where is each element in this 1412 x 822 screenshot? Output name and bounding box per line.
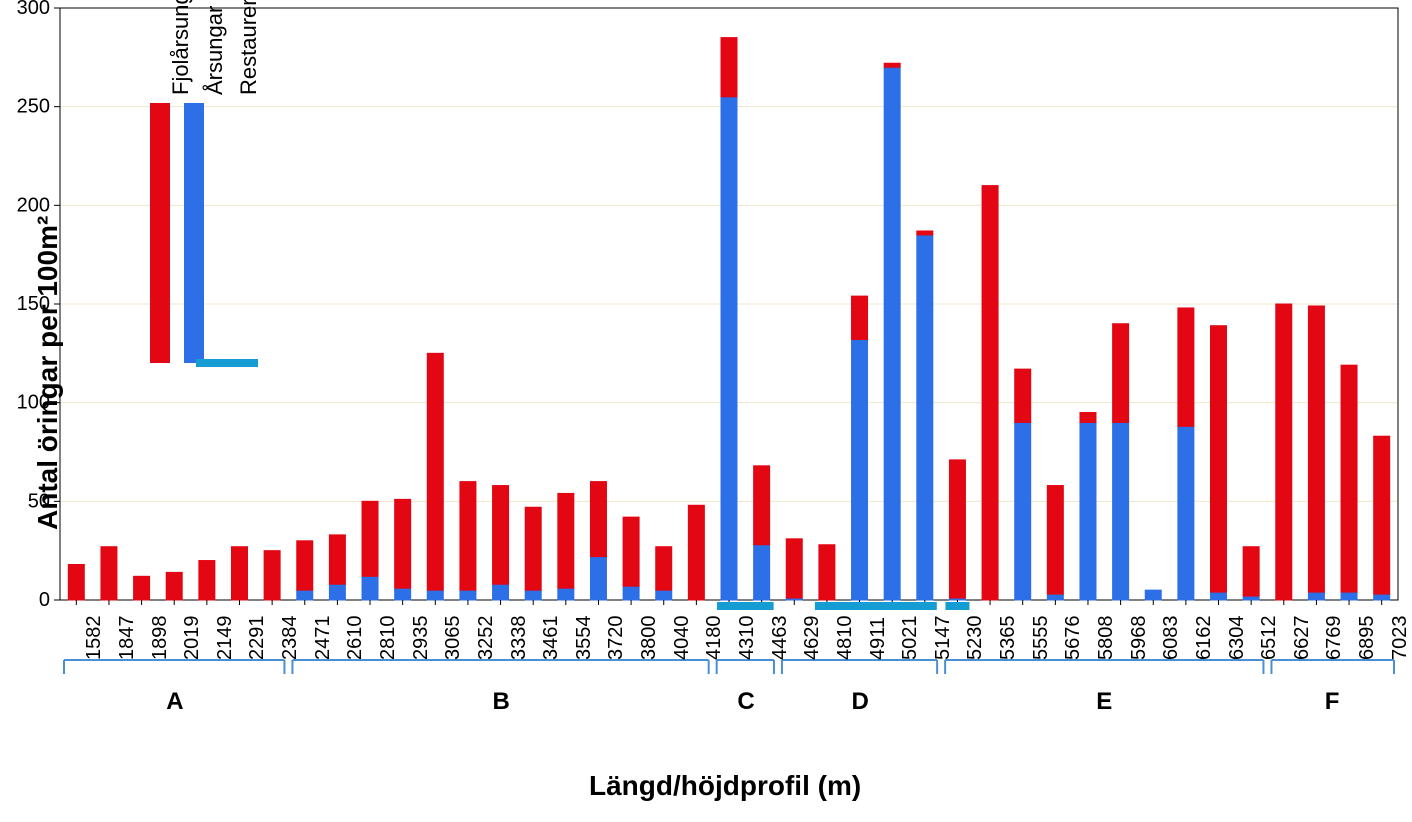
svg-text:0: 0 xyxy=(39,589,50,611)
x-tick-label: 4911 xyxy=(867,617,890,660)
legend-label: Årsungar xyxy=(202,6,228,95)
legend-swatch xyxy=(184,103,204,363)
svg-text:200: 200 xyxy=(17,194,50,216)
x-tick-label: 6627 xyxy=(1291,616,1314,661)
x-tick-label: 5808 xyxy=(1095,616,1118,661)
x-tick-label: 2471 xyxy=(312,616,335,661)
y-axis-label: Antal öringar per 100m² xyxy=(32,216,64,530)
x-tick-label: 2149 xyxy=(214,616,237,661)
x-tick-label: 2384 xyxy=(279,616,302,661)
group-bracket-label: B xyxy=(493,688,510,716)
x-tick-label: 4463 xyxy=(769,616,792,661)
x-tick-label: 3252 xyxy=(475,616,498,661)
x-tick-label: 3338 xyxy=(508,616,531,661)
x-tick-label: 4180 xyxy=(703,616,726,661)
x-tick-label: 2291 xyxy=(246,616,269,661)
group-bracket-label: D xyxy=(852,688,869,716)
x-tick-label: 5968 xyxy=(1128,616,1151,661)
x-tick-label: 7023 xyxy=(1389,616,1412,661)
x-tick-label: 3720 xyxy=(605,616,628,661)
legend-label: Restaurerade sträckor xyxy=(236,0,262,95)
x-tick-label: 3461 xyxy=(540,616,563,661)
x-tick-label: 6304 xyxy=(1226,616,1249,661)
x-tick-label: 4629 xyxy=(801,616,824,661)
x-tick-label: 3554 xyxy=(573,616,596,661)
x-tick-label: 2810 xyxy=(377,616,400,661)
x-tick-label: 6769 xyxy=(1323,616,1346,661)
svg-text:250: 250 xyxy=(17,96,50,118)
x-tick-label: 1582 xyxy=(83,616,106,661)
x-tick-label: 3065 xyxy=(442,616,465,661)
x-tick-label: 5230 xyxy=(964,616,987,661)
x-tick-label: 4810 xyxy=(834,616,857,661)
svg-text:300: 300 xyxy=(17,0,50,19)
x-tick-label: 5147 xyxy=(932,616,955,661)
legend-swatch xyxy=(150,103,170,363)
x-tick-label: 4310 xyxy=(736,616,759,661)
x-tick-label: 6512 xyxy=(1258,616,1281,661)
x-tick-label: 6083 xyxy=(1160,616,1183,661)
x-tick-label: 5555 xyxy=(1030,616,1053,661)
x-tick-label: 4040 xyxy=(671,616,694,661)
x-axis-label: Längd/höjdprofil (m) xyxy=(589,770,861,802)
x-tick-label: 5021 xyxy=(899,616,922,661)
group-bracket-label: F xyxy=(1325,688,1340,716)
x-tick-label: 2019 xyxy=(181,616,204,661)
group-bracket-label: C xyxy=(737,688,754,716)
legend-label: Fjolårsungar och äldre xyxy=(168,0,194,95)
legend-swatch xyxy=(196,359,258,367)
x-tick-label: 1898 xyxy=(149,616,172,661)
x-tick-label: 5365 xyxy=(997,616,1020,661)
chart-container: 050100150200250300 Antal öringar per 100… xyxy=(0,0,1412,822)
x-tick-label: 2935 xyxy=(410,616,433,661)
x-tick-label: 6895 xyxy=(1356,616,1379,661)
chart-svg: 050100150200250300 xyxy=(0,0,1412,822)
x-tick-label: 1847 xyxy=(116,616,139,661)
x-tick-label: 3800 xyxy=(638,616,661,661)
x-tick-label: 5676 xyxy=(1062,616,1085,661)
group-bracket-label: A xyxy=(166,688,183,716)
group-bracket-label: E xyxy=(1096,688,1112,716)
x-tick-label: 6162 xyxy=(1193,616,1216,661)
x-tick-label: 2610 xyxy=(344,616,367,661)
